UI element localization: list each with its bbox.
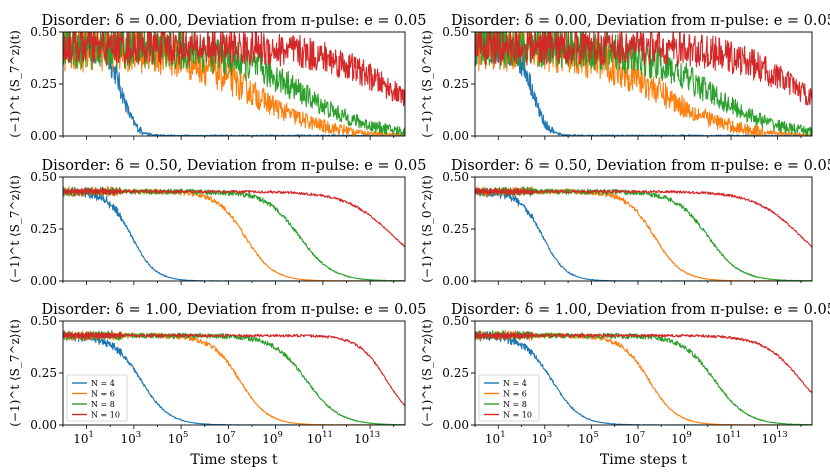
x-tick-label: 105: [168, 430, 189, 446]
x-tick-label: 107: [625, 430, 646, 446]
x-tick-label: 101: [73, 430, 94, 446]
x-tick-label: 101: [485, 430, 506, 446]
x-tick-label: 1011: [715, 430, 741, 446]
legend: N = 4 N = 6N = 8 N = 10: [478, 374, 540, 422]
legend: N = 4 N = 6N = 8 N = 10: [66, 374, 128, 422]
y-tick-label: 0.50: [442, 25, 469, 39]
series-line-n10: [63, 187, 405, 248]
x-tick-label: 103: [121, 430, 142, 446]
legend-entry: N = 8: [503, 400, 527, 409]
y-tick-label: 0.50: [442, 314, 469, 328]
y-axis-label: (−1)^t ⟨S_7^z⟩(t): [8, 319, 22, 427]
x-axis-label: Time steps t: [190, 452, 278, 468]
y-tick-label: 0.00: [442, 274, 469, 288]
y-axis-label: (−1)^t ⟨S_7^z⟩(t): [8, 30, 22, 138]
subplot-title: Disorder: δ = 0.00, Deviation from π-pul…: [42, 13, 427, 29]
series-line-n8: [475, 186, 812, 281]
x-tick-label: 105: [578, 430, 599, 446]
y-tick-label: 0.25: [30, 222, 57, 236]
series-line-n4: [63, 186, 405, 281]
subplot-title: Disorder: δ = 0.50, Deviation from π-pul…: [42, 158, 427, 174]
y-tick-label: 0.50: [30, 25, 57, 39]
x-axis-label: Time steps t: [600, 452, 688, 468]
y-tick-label: 0.00: [30, 418, 57, 432]
x-tick-label: 1013: [762, 430, 788, 446]
x-tick-label: 103: [531, 430, 552, 446]
series-line-n6: [475, 186, 812, 281]
series-line-n6: [63, 185, 405, 281]
y-axis-label: (−1)^t ⟨S_0^z⟩(t): [420, 30, 434, 138]
series-line-n10: [63, 32, 405, 108]
legend-entry: N = 4: [91, 379, 115, 388]
plot-area: [63, 32, 405, 136]
plot-area: [475, 186, 812, 281]
x-tick-label: 109: [671, 430, 692, 446]
subplot-title: Disorder: δ = 0.00, Deviation from π-pul…: [451, 13, 830, 29]
y-tick-label: 0.25: [30, 366, 57, 380]
legend-entry: N = 10: [503, 411, 532, 420]
y-tick-label: 0.00: [30, 274, 57, 288]
series-line-n10: [475, 187, 812, 248]
y-axis-label: (−1)^t ⟨S_7^z⟩(t): [8, 175, 22, 283]
series-line-n10: [63, 331, 405, 407]
y-axis-label: (−1)^t ⟨S_0^z⟩(t): [420, 175, 434, 283]
subplot-6: 0.00 0.25 0.50 101 103 105 107 109 1011 1013 Time …: [420, 302, 830, 468]
x-tick-label: 1011: [307, 430, 333, 446]
series-line-n8: [63, 186, 405, 281]
y-tick-label: 0.25: [30, 77, 57, 91]
plot-area: [63, 185, 405, 281]
legend-entry: N = 6: [503, 390, 527, 399]
plot-area: [475, 32, 812, 136]
y-tick-label: 0.50: [30, 170, 57, 184]
x-tick-label: 109: [262, 430, 283, 446]
subplot-title: Disorder: δ = 0.50, Deviation from π-pul…: [451, 158, 830, 174]
x-tick-label: 1013: [354, 430, 380, 446]
y-tick-label: 0.00: [442, 418, 469, 432]
subplot-title: Disorder: δ = 1.00, Deviation from π-pul…: [451, 302, 830, 318]
series-line-n10: [475, 32, 812, 106]
legend-entry: N = 8: [91, 400, 115, 409]
y-tick-label: 0.50: [442, 170, 469, 184]
legend-entry: N = 6: [91, 390, 115, 399]
x-tick-label: 107: [215, 430, 236, 446]
y-tick-label: 0.00: [442, 129, 469, 143]
y-tick-label: 0.50: [30, 314, 57, 328]
subplot-title: Disorder: δ = 1.00, Deviation from π-pul…: [42, 302, 427, 318]
y-tick-label: 0.25: [442, 77, 469, 91]
subplot-5: 0.00 0.25 0.50 101 103 105 107 109 1011 1013 Time …: [8, 302, 426, 468]
legend-entry: N = 10: [91, 411, 120, 420]
y-tick-label: 0.25: [442, 222, 469, 236]
series-line-n10: [475, 331, 812, 394]
y-tick-label: 0.25: [442, 366, 469, 380]
y-tick-label: 0.00: [30, 129, 57, 143]
series-line-n6: [63, 32, 405, 136]
series-line-n6: [475, 32, 812, 136]
series-line-n4: [475, 187, 812, 281]
legend-box: [478, 374, 540, 422]
legend-entry: N = 4: [503, 379, 527, 388]
legend-box: [66, 374, 128, 422]
y-axis-label: (−1)^t ⟨S_0^z⟩(t): [420, 319, 434, 427]
